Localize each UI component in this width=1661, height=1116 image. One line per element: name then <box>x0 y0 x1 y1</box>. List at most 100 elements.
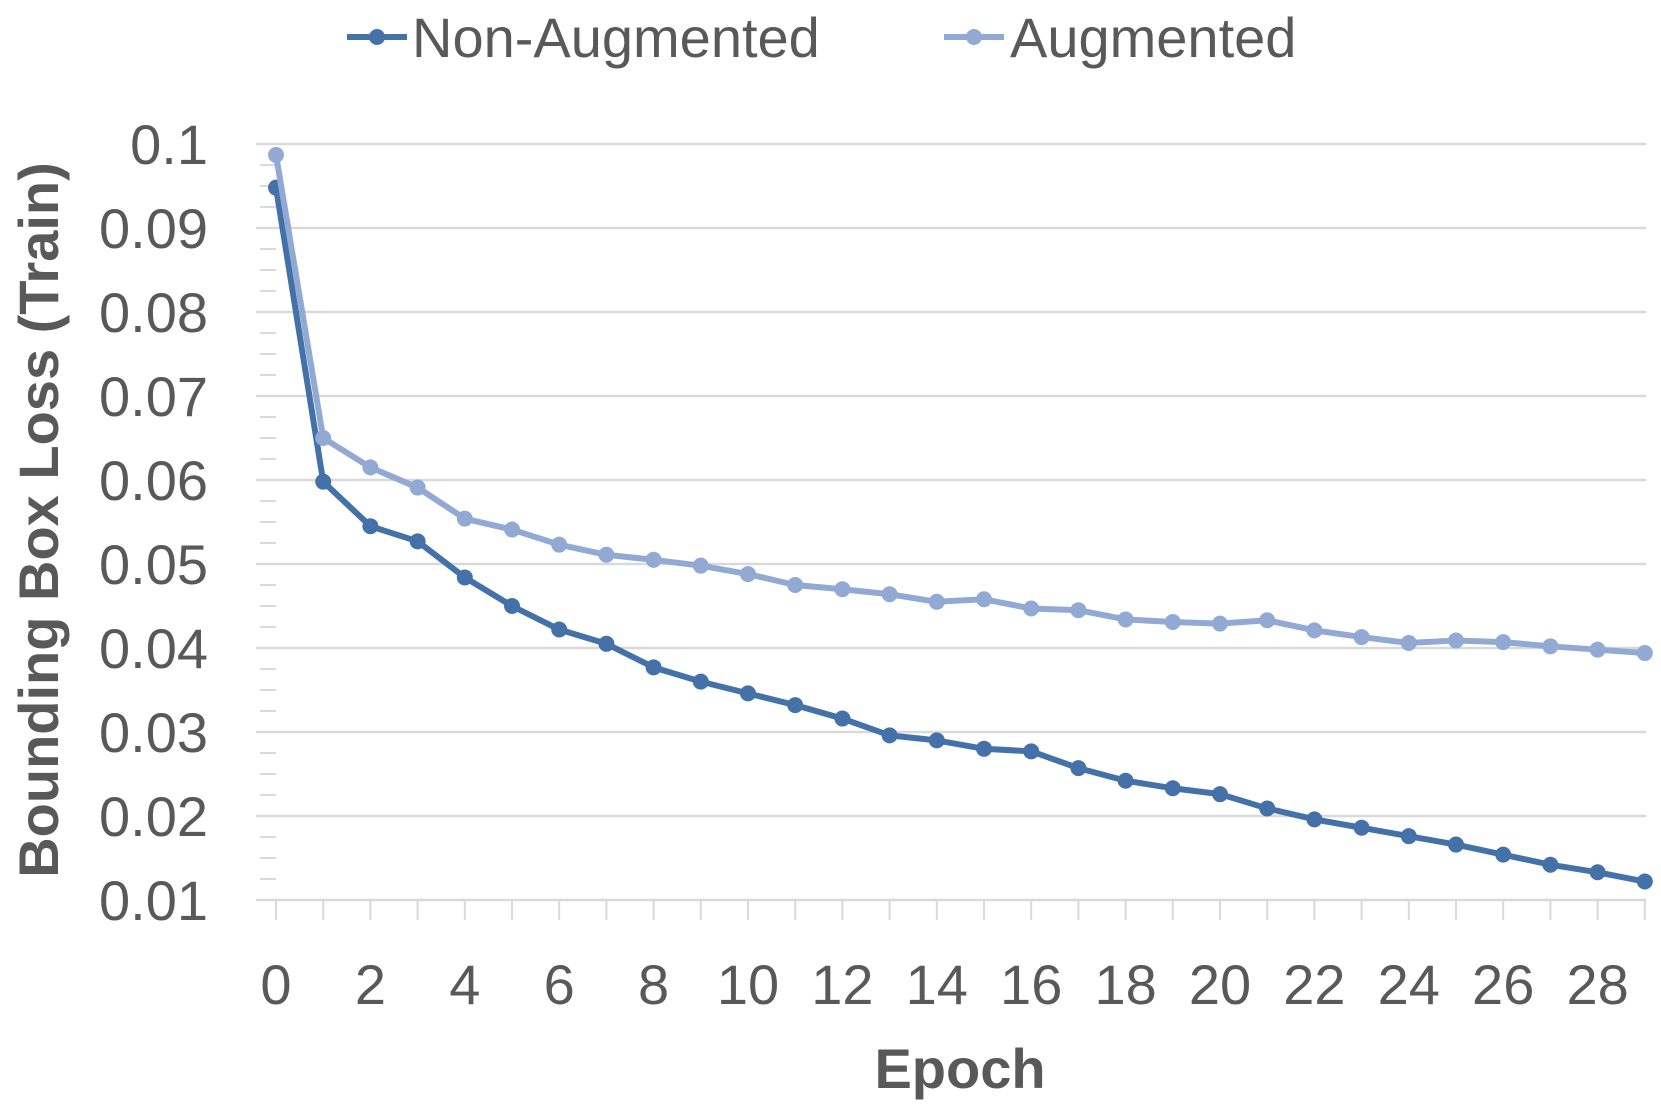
data-point <box>787 577 804 593</box>
y-axis-title: Bounding Box Loss (Train) <box>7 162 70 878</box>
data-point <box>1164 780 1181 797</box>
data-point <box>740 566 756 583</box>
data-point <box>1259 800 1276 817</box>
x-tick-label: 4 <box>449 953 480 1016</box>
data-point <box>456 569 473 586</box>
data-point <box>362 459 379 476</box>
x-tick-label: 10 <box>717 953 779 1016</box>
legend-label: Non-Augmented <box>412 6 820 69</box>
data-point <box>834 710 851 727</box>
series-line <box>273 187 1646 885</box>
data-point <box>315 473 332 490</box>
data-point <box>834 581 851 598</box>
data-point <box>409 533 426 550</box>
data-point <box>1400 828 1417 845</box>
legend-swatch-marker <box>966 29 982 45</box>
data-point <box>1353 629 1370 646</box>
x-tick-label: 8 <box>638 953 669 1016</box>
y-tick-label: 0.01 <box>99 869 208 932</box>
data-point <box>1353 819 1370 836</box>
data-point <box>551 621 568 638</box>
data-point <box>1259 612 1276 629</box>
data-point <box>928 593 945 610</box>
data-point <box>1023 743 1040 760</box>
data-point <box>315 430 332 446</box>
data-point <box>976 591 992 608</box>
y-tick-label: 0.04 <box>99 617 208 680</box>
data-point <box>1495 846 1512 863</box>
data-point <box>1589 641 1606 658</box>
legend-label: Augmented <box>1010 6 1296 69</box>
data-point <box>1589 864 1606 881</box>
y-tick-label: 0.09 <box>99 197 208 260</box>
y-tick-label: 0.06 <box>99 449 208 512</box>
data-point <box>1448 632 1464 649</box>
data-point <box>1306 622 1323 639</box>
data-point <box>1117 772 1134 789</box>
data-point <box>598 635 615 652</box>
x-tick-label: 18 <box>1094 953 1156 1016</box>
data-point <box>1542 638 1559 655</box>
legend: Non-Augmented Augmented <box>347 6 1296 69</box>
x-tick-label: 12 <box>811 953 873 1016</box>
data-point <box>1212 615 1228 632</box>
data-point <box>1542 856 1559 873</box>
data-point <box>1400 634 1417 651</box>
data-point <box>1306 811 1323 828</box>
data-point <box>976 740 992 757</box>
series-augmented <box>268 146 1653 662</box>
y-tick-label: 0.03 <box>99 701 208 764</box>
data-point <box>598 546 615 563</box>
data-point <box>1070 602 1087 619</box>
y-tick-label: 0.07 <box>99 365 208 428</box>
series-non-augmented <box>268 179 1653 890</box>
x-tick-label: 0 <box>260 953 291 1016</box>
data-point <box>692 557 709 574</box>
data-point <box>1212 786 1228 803</box>
x-tick-label: 26 <box>1472 953 1534 1016</box>
data-point <box>928 732 945 749</box>
y-axis-tick-labels: 0.01 0.02 0.03 0.04 0.05 0.06 0.07 0.08 0.09 0.1 <box>99 113 208 932</box>
x-axis-title: Epoch <box>874 1037 1045 1100</box>
data-point <box>881 586 898 603</box>
data-point <box>881 727 898 744</box>
data-point <box>1117 611 1134 628</box>
x-tick-label: 20 <box>1189 953 1251 1016</box>
series-line <box>273 154 1646 657</box>
data-point <box>362 518 379 535</box>
y-tick-label: 0.05 <box>99 533 208 596</box>
data-point <box>268 146 284 163</box>
data-point <box>1164 613 1181 630</box>
data-point <box>1023 600 1040 617</box>
x-tick-label: 16 <box>1000 953 1062 1016</box>
data-point <box>409 479 426 496</box>
data-point <box>645 659 662 676</box>
legend-item: Augmented <box>944 6 1296 69</box>
y-tick-label: 0.1 <box>130 113 208 176</box>
data-point <box>740 685 756 702</box>
x-axis-tick-labels: 0 2 4 6 8 10 12 14 16 18 20 22 24 26 28 <box>260 953 1628 1016</box>
data-point <box>1636 645 1653 662</box>
x-tick-label: 2 <box>355 953 386 1016</box>
x-tick-label: 28 <box>1566 953 1628 1016</box>
data-point <box>1070 760 1087 777</box>
x-tick-label: 22 <box>1283 953 1345 1016</box>
x-tick-label: 14 <box>906 953 968 1016</box>
axes <box>256 143 1646 920</box>
data-point <box>551 536 568 553</box>
data-point <box>692 673 709 690</box>
data-point <box>504 598 520 614</box>
data-point <box>1448 836 1464 853</box>
data-point <box>456 510 473 527</box>
data-point <box>504 521 520 538</box>
data-point <box>645 551 662 568</box>
data-point <box>1636 873 1653 890</box>
gridlines <box>256 142 1646 818</box>
y-tick-label: 0.02 <box>99 785 208 848</box>
legend-item: Non-Augmented <box>347 6 820 69</box>
series-lines <box>268 146 1653 890</box>
legend-swatch-marker <box>369 29 385 45</box>
x-tick-label: 6 <box>544 953 575 1016</box>
data-point <box>787 697 804 714</box>
